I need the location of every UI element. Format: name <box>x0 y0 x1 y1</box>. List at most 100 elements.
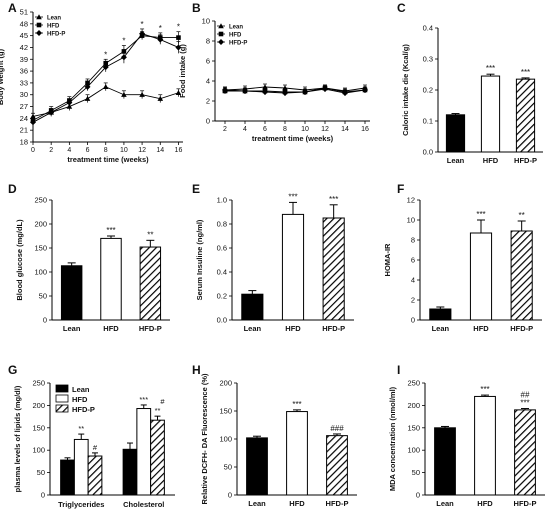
y-tick-label: 250 <box>32 379 45 388</box>
bar <box>326 435 348 496</box>
sig-marker: # <box>160 397 165 406</box>
y-tick-label: 0.6 <box>217 244 227 253</box>
panel-i: I 0 50 100 150 200 250 MDA concentration (nmol/… <box>388 363 545 508</box>
x-tick-label: 4 <box>67 147 71 154</box>
bar <box>445 114 466 153</box>
y-tick-label: 39 <box>20 55 28 64</box>
sig-marker: * <box>159 24 162 33</box>
y-tick-label: 8 <box>206 37 210 46</box>
x-tick-label: HFD-P <box>322 324 345 333</box>
y-tick-label: 50 <box>412 468 420 477</box>
y-axis-label: MDA concentration (nmol/ml) <box>388 386 397 491</box>
x-tick-label: 8 <box>104 147 108 154</box>
series-line <box>32 35 179 121</box>
data-point <box>36 30 42 36</box>
y-tick-label: 51 <box>20 8 28 17</box>
series-line <box>224 88 366 94</box>
x-tick-label: HFD <box>285 324 301 333</box>
sig-marker: # <box>93 443 98 452</box>
y-axis-label: Serum Insuline (ng/ml) <box>195 219 204 300</box>
x-tick-label: HFD-P <box>326 499 349 508</box>
y-tick-label: 6 <box>411 256 415 265</box>
y-axis-label: HOMA-IR <box>383 243 392 276</box>
y-tick-label: 24 <box>20 114 28 123</box>
data-point <box>36 14 42 20</box>
data-point <box>36 22 42 28</box>
data-point <box>139 91 145 97</box>
x-tick-label: 2 <box>223 126 227 133</box>
x-tick-label: Lean <box>248 499 266 508</box>
x-tick-label: 6 <box>86 147 90 154</box>
x-tick-label: 16 <box>361 126 369 133</box>
sig-marker: *** <box>476 210 485 219</box>
x-tick-label: 0 <box>31 147 35 154</box>
panel-letter: A <box>8 1 17 15</box>
bar <box>474 395 496 496</box>
x-tick-label: 8 <box>283 126 287 133</box>
x-tick-label: Lean <box>432 324 450 333</box>
y-tick-label: 200 <box>32 401 45 410</box>
x-tick-label: Lean <box>447 156 465 165</box>
sig-marker: *** <box>486 64 495 73</box>
data-point <box>48 109 55 116</box>
bar <box>434 427 456 496</box>
data-point <box>242 88 248 94</box>
y-tick-label: 250 <box>407 379 420 388</box>
data-point <box>262 89 268 95</box>
x-tick-label: HFD <box>473 324 489 333</box>
x-tick-label: Cholesterol <box>123 500 164 509</box>
y-tick-label: 21 <box>20 126 28 135</box>
x-axis-label: treatment time (weeks) <box>67 155 149 164</box>
data-point <box>175 44 182 51</box>
y-tick-label: 48 <box>20 19 28 28</box>
legend-label: HFD-P <box>72 405 95 414</box>
x-axis-label: treatment time (weeks) <box>252 134 334 143</box>
x-tick-label: HFD-P <box>514 156 537 165</box>
panel-letter: H <box>192 363 201 377</box>
y-tick-label: 33 <box>20 78 28 87</box>
legend-swatch <box>55 394 69 403</box>
panel-g: G 0 50 100 150 200 250 plasma levels of lipids … <box>8 363 175 509</box>
data-point <box>121 91 127 97</box>
bar <box>429 308 452 321</box>
sig-marker: *** <box>288 192 297 201</box>
y-tick-label: 0.8 <box>217 220 227 229</box>
bar <box>136 408 152 496</box>
sig-marker: ** <box>147 230 153 239</box>
y-tick-label: 0.0 <box>423 148 433 157</box>
data-point <box>222 87 228 93</box>
x-tick-label: 10 <box>301 126 309 133</box>
y-tick-label: 100 <box>34 268 47 277</box>
x-tick-label: 10 <box>120 147 128 154</box>
y-tick-label: 0 <box>228 491 232 500</box>
x-tick-label: 12 <box>321 126 329 133</box>
x-tick-label: HFD-P <box>139 324 162 333</box>
series-line <box>32 86 179 117</box>
bar <box>515 78 536 153</box>
y-tick-label: 200 <box>34 220 47 229</box>
panel-letter: B <box>192 1 201 15</box>
panel-letter: G <box>8 363 17 377</box>
y-axis-label: Relative DCFH- DA Fluorescence (%) <box>200 373 209 505</box>
data-point <box>218 31 224 37</box>
x-tick-label: Lean <box>63 324 81 333</box>
legend-label: Lean <box>47 16 61 22</box>
y-tick-label: 150 <box>34 244 47 253</box>
y-tick-label: 1.0 <box>217 196 227 205</box>
panel-letter: E <box>192 182 200 196</box>
y-tick-label: 50 <box>224 463 232 472</box>
y-tick-label: 100 <box>219 435 232 444</box>
y-tick-label: 2 <box>206 97 210 106</box>
panel-d: D 0 50 100 150 200 250 Blood glucose (mg/dL) Lea… <box>8 182 170 333</box>
y-tick-label: 4 <box>206 77 210 86</box>
data-point <box>66 99 73 106</box>
panel-h: H 0 50 100 150 200 Relative DCFH- DA Fluoresce… <box>192 363 357 508</box>
x-tick-label: 2 <box>49 147 53 154</box>
x-tick-label: 14 <box>341 126 349 133</box>
panel-f: F 0 2 4 6 8 10 12 HOMA-IR Lean HFD *** HFD-P ** <box>383 182 542 333</box>
sig-marker: *** <box>329 195 338 204</box>
y-tick-label: 10 <box>407 216 415 225</box>
sig-marker: ** <box>155 406 161 415</box>
panel-letter: I <box>397 363 400 377</box>
